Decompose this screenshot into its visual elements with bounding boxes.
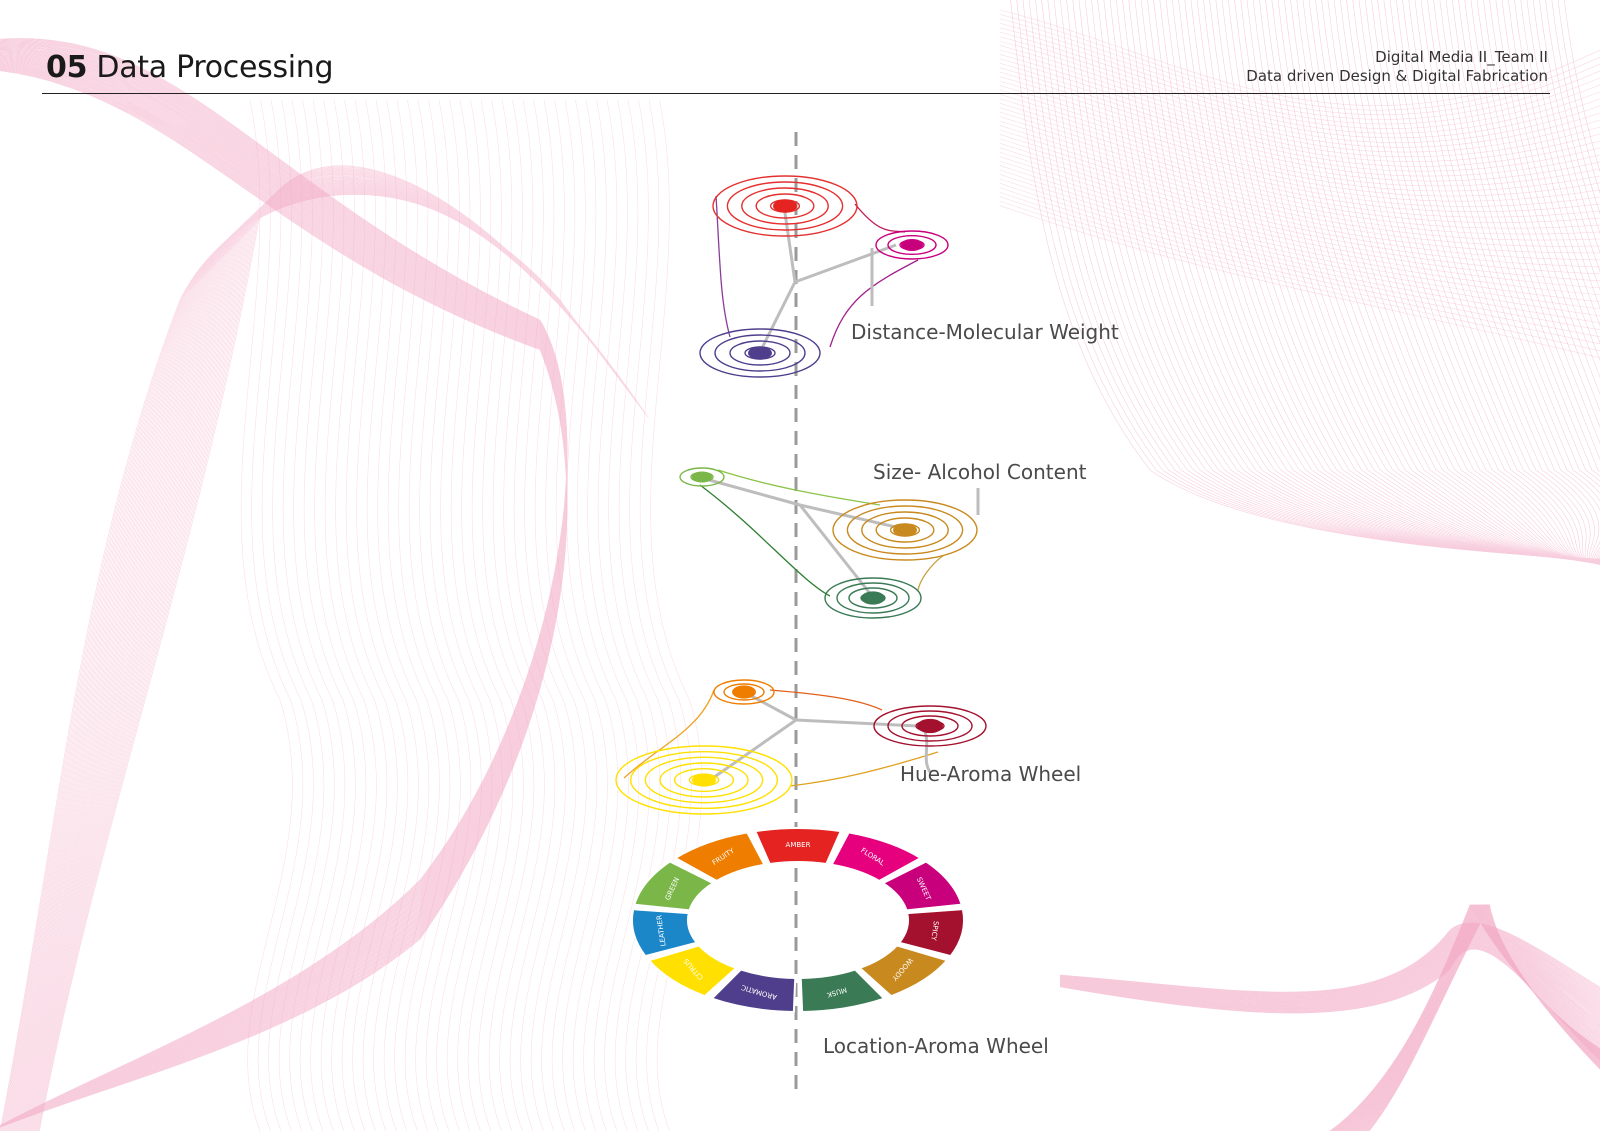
section-title: Data Processing (96, 50, 334, 85)
alcohol-content-diagram (679, 467, 980, 619)
wheel-segment-sweet (880, 860, 963, 912)
envelope-outline (699, 484, 831, 597)
node-core-dot (748, 346, 772, 360)
node-ring-purple (699, 328, 821, 378)
envelope-outline (789, 751, 939, 787)
node-ring-orange (713, 679, 775, 705)
node-core-dot (692, 773, 716, 787)
course-subtitle: Data driven Design & Digital Fabrication (1246, 67, 1548, 85)
node-core-dot (861, 591, 885, 605)
hue-aroma-diagram (615, 679, 987, 815)
left-inner-wave-lines (0, 165, 649, 1131)
wheel-segment-leather (631, 908, 699, 958)
wheel-segment-green (633, 860, 716, 912)
right-top-cross-lines (999, 9, 1600, 359)
left-wave-lines (0, 38, 568, 1128)
wheel-segment-floral (830, 831, 923, 883)
header-divider (42, 93, 1550, 94)
bottom-right-plume-lines (1329, 904, 1600, 1131)
header-course-info: Digital Media II_Team II Data driven Des… (1246, 48, 1548, 86)
node-core-dot (901, 238, 923, 252)
envelope-outline (769, 689, 883, 711)
node-core-dot (692, 471, 712, 483)
node-ring-magenta (875, 230, 949, 260)
node-core-dot (732, 685, 756, 699)
node-core-dot (893, 523, 917, 537)
page-title: 05 Data Processing (46, 50, 334, 85)
course-name: Digital Media II_Team II (1375, 48, 1548, 66)
label-location-aroma-wheel: Location-Aroma Wheel (823, 1034, 1049, 1058)
envelope-outline (917, 554, 945, 591)
node-ring-crimson (873, 705, 987, 747)
node-ring-yellow (615, 745, 793, 815)
label-distance-molecular-weight: Distance-Molecular Weight (851, 320, 1119, 344)
aroma-wheel: AMBERFLORALSWEETSPICYWOODYMUSKAROMATICCI… (631, 827, 965, 1013)
wheel-segment-amber (753, 827, 843, 866)
node-ring-darkgreen (824, 577, 922, 619)
node-ring-red (712, 175, 858, 237)
envelope-outline (717, 469, 881, 506)
wheel-label-amber: AMBER (786, 841, 811, 849)
wheel-segment-musk (799, 968, 887, 1013)
envelope-outline (623, 689, 715, 779)
envelope-outline (854, 203, 906, 233)
node-core-dot (917, 718, 943, 734)
connectors (701, 476, 980, 597)
right-top-wave-lines (1010, 0, 1600, 565)
left-contour-lines (240, 99, 703, 1131)
node-ring-green (679, 467, 725, 487)
wheel-segment-woody (857, 944, 950, 998)
molecular-weight-diagram (699, 175, 949, 378)
wheel-segment-citrus (646, 944, 739, 998)
wheel-segment-fruity (673, 831, 766, 883)
label-size-alcohol-content: Size- Alcohol Content (873, 460, 1087, 484)
node-ring-amber (832, 499, 978, 561)
label-hue-aroma-wheel: Hue-Aroma Wheel (900, 762, 1082, 786)
section-number: 05 (46, 50, 88, 85)
wheel-label-spicy: SPICY (929, 920, 940, 941)
node-core-dot (773, 199, 797, 213)
wheel-segment-aromatic (709, 968, 797, 1013)
envelope-outline (829, 259, 919, 348)
wheel-segment-spicy (897, 908, 965, 958)
